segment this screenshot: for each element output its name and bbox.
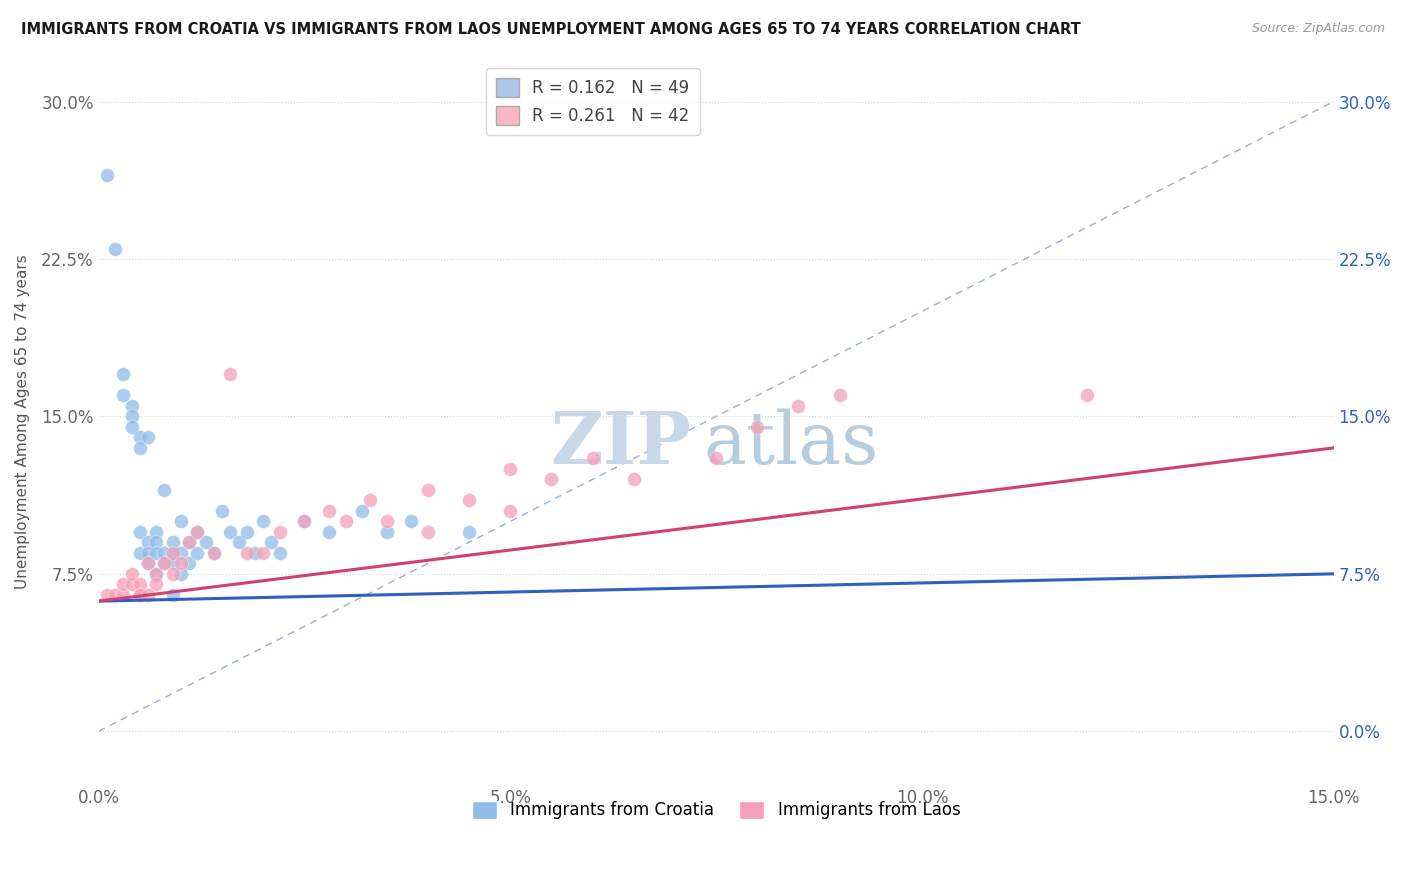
Point	[104, 588, 127, 602]
Point	[540, 472, 562, 486]
Point	[145, 524, 167, 539]
Point	[186, 524, 208, 539]
Point	[359, 493, 381, 508]
Point	[269, 524, 291, 539]
Point	[294, 514, 316, 528]
Point	[219, 368, 242, 382]
Point	[136, 557, 159, 571]
Point	[128, 546, 150, 560]
Point	[179, 535, 201, 549]
Point	[162, 557, 184, 571]
Point	[352, 504, 374, 518]
Point	[623, 472, 645, 486]
Point	[121, 409, 143, 424]
Point	[252, 546, 274, 560]
Point	[318, 504, 340, 518]
Y-axis label: Unemployment Among Ages 65 to 74 years: Unemployment Among Ages 65 to 74 years	[15, 254, 30, 589]
Point	[145, 546, 167, 560]
Point	[499, 504, 522, 518]
Point	[1076, 388, 1098, 402]
Point	[236, 546, 259, 560]
Point	[145, 535, 167, 549]
Point	[228, 535, 250, 549]
Point	[145, 566, 167, 581]
Point	[170, 546, 193, 560]
Point	[128, 524, 150, 539]
Point	[186, 524, 208, 539]
Point	[416, 524, 439, 539]
Point	[112, 368, 135, 382]
Point	[136, 430, 159, 444]
Point	[136, 546, 159, 560]
Point	[162, 535, 184, 549]
Point	[194, 535, 217, 549]
Point	[145, 577, 167, 591]
Point	[375, 514, 398, 528]
Point	[162, 588, 184, 602]
Point	[153, 557, 176, 571]
Point	[162, 546, 184, 560]
Point	[747, 420, 769, 434]
Point	[202, 546, 225, 560]
Point	[112, 388, 135, 402]
Point	[375, 524, 398, 539]
Point	[128, 441, 150, 455]
Point	[128, 588, 150, 602]
Point	[112, 577, 135, 591]
Point	[136, 588, 159, 602]
Point	[828, 388, 851, 402]
Point	[219, 524, 242, 539]
Point	[458, 493, 481, 508]
Point	[704, 451, 727, 466]
Point	[202, 546, 225, 560]
Point	[128, 588, 150, 602]
Legend: Immigrants from Croatia, Immigrants from Laos: Immigrants from Croatia, Immigrants from…	[465, 794, 967, 826]
Point	[128, 577, 150, 591]
Text: Source: ZipAtlas.com: Source: ZipAtlas.com	[1251, 22, 1385, 36]
Point	[499, 462, 522, 476]
Point	[294, 514, 316, 528]
Point	[252, 514, 274, 528]
Point	[269, 546, 291, 560]
Point	[121, 399, 143, 413]
Text: atlas: atlas	[704, 409, 879, 479]
Point	[170, 566, 193, 581]
Point	[335, 514, 357, 528]
Point	[136, 557, 159, 571]
Point	[260, 535, 283, 549]
Point	[153, 557, 176, 571]
Point	[458, 524, 481, 539]
Point	[243, 546, 266, 560]
Point	[179, 557, 201, 571]
Point	[170, 557, 193, 571]
Point	[401, 514, 423, 528]
Point	[162, 566, 184, 581]
Point	[121, 420, 143, 434]
Point	[170, 514, 193, 528]
Point	[121, 577, 143, 591]
Point	[112, 588, 135, 602]
Text: IMMIGRANTS FROM CROATIA VS IMMIGRANTS FROM LAOS UNEMPLOYMENT AMONG AGES 65 TO 74: IMMIGRANTS FROM CROATIA VS IMMIGRANTS FR…	[21, 22, 1081, 37]
Point	[416, 483, 439, 497]
Point	[787, 399, 810, 413]
Point	[179, 535, 201, 549]
Point	[236, 524, 259, 539]
Point	[581, 451, 603, 466]
Point	[96, 168, 118, 182]
Point	[121, 566, 143, 581]
Point	[186, 546, 208, 560]
Point	[145, 566, 167, 581]
Point	[96, 588, 118, 602]
Text: ZIP: ZIP	[551, 408, 692, 479]
Point	[153, 546, 176, 560]
Point	[104, 242, 127, 256]
Point	[211, 504, 233, 518]
Point	[128, 430, 150, 444]
Point	[136, 535, 159, 549]
Point	[153, 483, 176, 497]
Point	[162, 546, 184, 560]
Point	[318, 524, 340, 539]
